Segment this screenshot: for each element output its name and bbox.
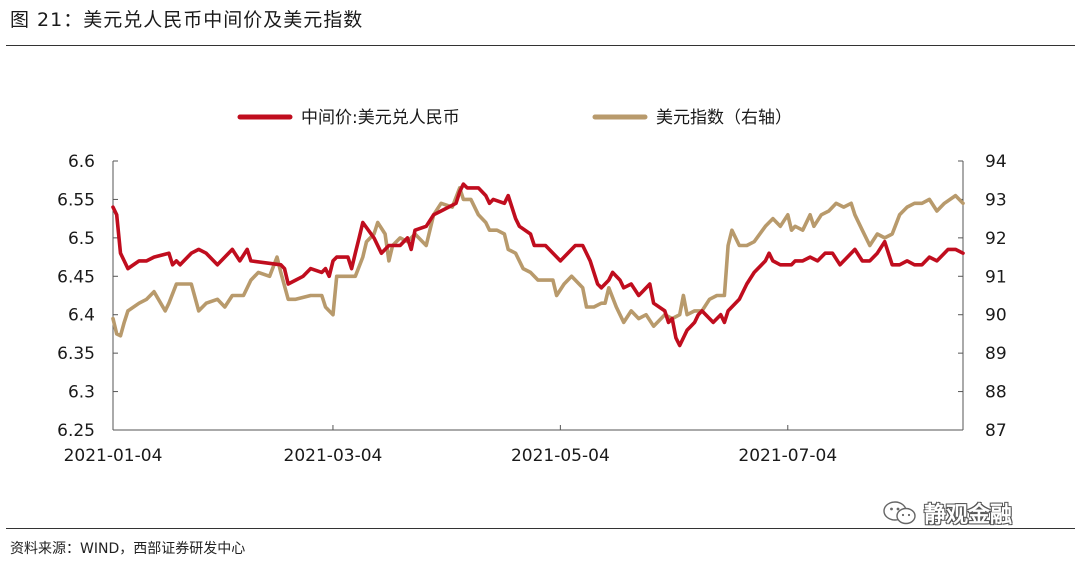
right-y-tick-label: 87	[985, 421, 1007, 441]
left-y-tick-label: 6.45	[57, 267, 95, 287]
legend-label-0: 中间价:美元兑人民币	[301, 108, 460, 128]
figure-title: 图 21：美元兑人民币中间价及美元指数	[10, 9, 364, 31]
left-y-tick-label: 6.5	[68, 229, 95, 249]
right-y-tick-label: 93	[985, 190, 1007, 210]
right-y-tick-label: 89	[985, 344, 1007, 364]
right-y-tick-label: 94	[985, 152, 1007, 172]
source-note: 资料来源：WIND，西部证券研发中心	[10, 541, 246, 557]
right-y-tick-label: 90	[985, 306, 1007, 326]
watermark: 静观金融	[882, 497, 1012, 529]
legend-label-1: 美元指数（右轴）	[656, 108, 792, 128]
bottom-divider	[6, 528, 1075, 529]
watermark-text: 静观金融	[924, 503, 1013, 528]
left-y-tick-label: 6.55	[57, 190, 95, 210]
top-divider	[6, 45, 1075, 46]
wechat-icon	[883, 501, 916, 525]
chart-legend: 中间价:美元兑人民币 美元指数（右轴）	[237, 108, 792, 128]
left-y-tick-label: 6.6	[68, 152, 95, 172]
x-tick-label: 2021-03-04	[284, 446, 383, 466]
x-tick-label: 2021-05-04	[511, 446, 610, 466]
x-tick-label: 2021-07-04	[738, 446, 837, 466]
left-y-tick-label: 6.25	[57, 421, 95, 441]
chart-axes: 6.6 6.55 6.5 6.45 6.4 6.35 6.3 6.25 94 93 92 91 90 89…	[57, 152, 1007, 466]
series-line-usdcny-central-parity	[111, 182, 965, 348]
dual-axis-line-chart: 中间价:美元兑人民币 美元指数（右轴） 6.6 6.55 6.5 6.45 6.4 6.35…	[57, 108, 1007, 466]
left-y-tick-label: 6.35	[57, 344, 95, 364]
series-line-usd-index	[111, 186, 965, 338]
right-y-tick-label: 91	[985, 267, 1007, 287]
x-tick-label: 2021-01-04	[64, 446, 163, 466]
left-y-tick-label: 6.4	[68, 306, 95, 326]
chart-series-layer	[111, 182, 965, 348]
left-y-tick-label: 6.3	[68, 383, 95, 403]
right-y-tick-label: 92	[985, 229, 1007, 249]
right-y-tick-label: 88	[985, 383, 1007, 403]
